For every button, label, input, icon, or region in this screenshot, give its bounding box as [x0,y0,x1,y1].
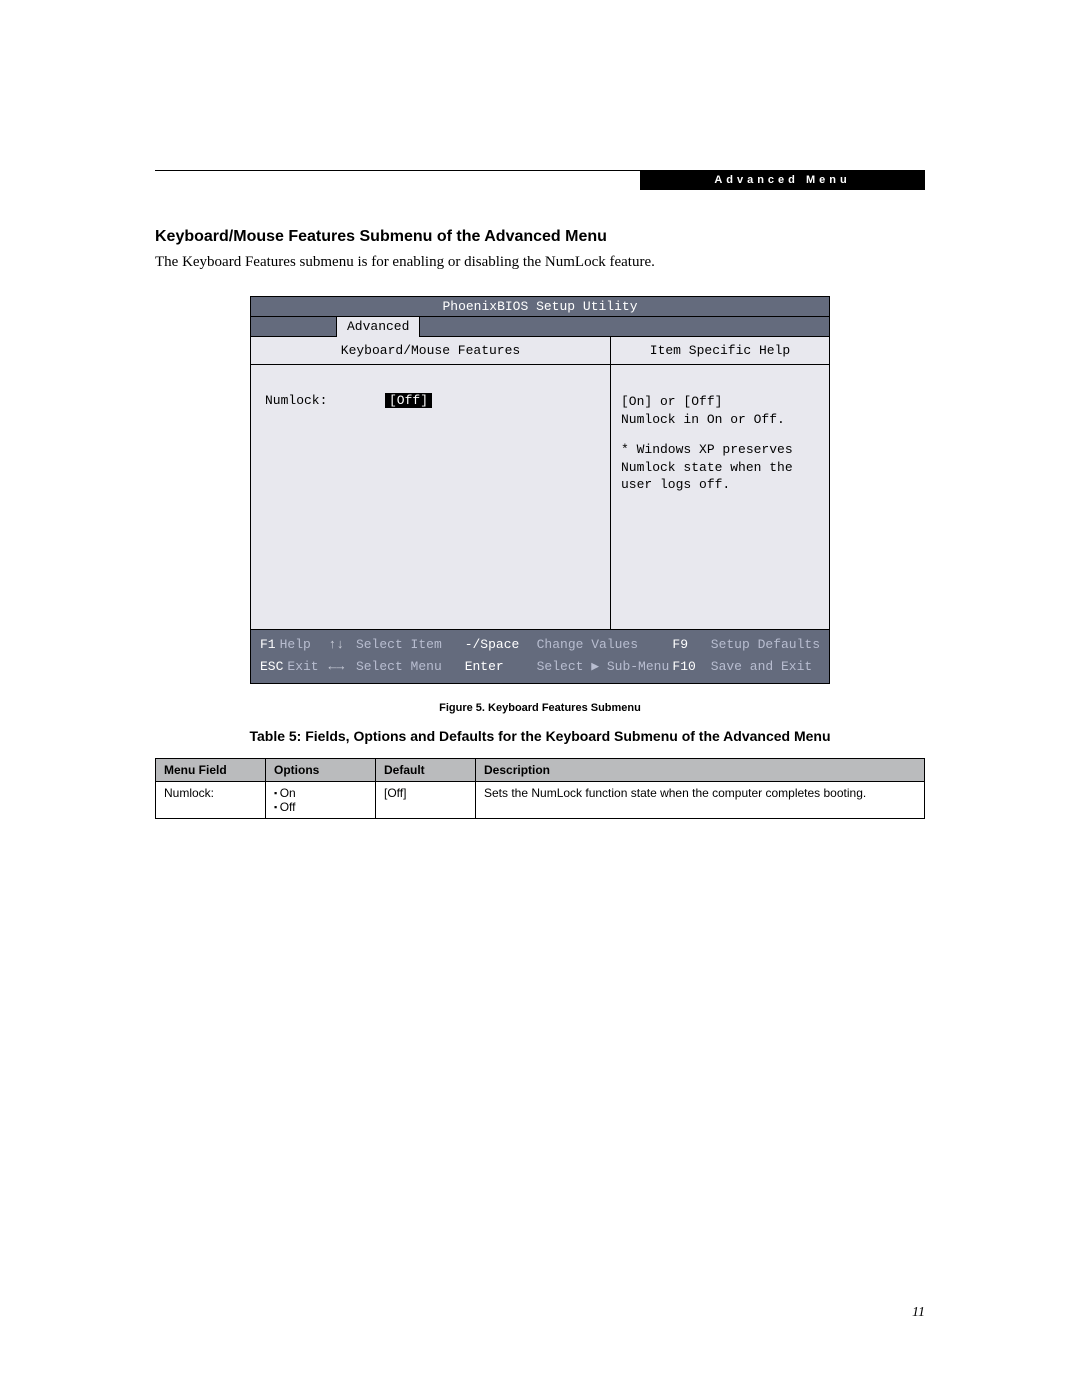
page-number: 11 [912,1305,925,1321]
th-default: Default [376,759,476,782]
bf-cv-key: -/Space [465,637,520,652]
option-item: On [274,786,367,800]
help-line: Numlock state when the [621,459,819,477]
bios-right-heading: Item Specific Help [611,337,829,365]
bf-sm-label: Select Menu [352,659,442,674]
bf-f10-label: Save and Exit [707,659,812,674]
bios-help-text: [On] or [Off] Numlock in On or Off. * Wi… [611,365,829,504]
bf-esc-key: ESC [260,659,283,674]
bios-field-value: [Off] [385,393,432,408]
section-title: Keyboard/Mouse Features Submenu of the A… [155,228,925,246]
bf-esc-label: Exit [283,659,318,674]
bios-field-label: Numlock: [265,393,385,408]
bios-tab-bar: Advanced [251,317,829,337]
th-menu-field: Menu Field [156,759,266,782]
figure-caption: Figure 5. Keyboard Features Submenu [155,702,925,714]
bf-si-arrow: ↑↓ [329,637,345,652]
table-row: Numlock: On Off [Off] Sets the NumLock f… [156,782,925,819]
option-item: Off [274,800,367,814]
th-description: Description [476,759,925,782]
bf-f9-key: F9 [672,637,688,652]
td-options: On Off [266,782,376,819]
bf-cv-label: Change Values [533,637,638,652]
header-menu-label: Advanced Menu [640,170,925,190]
section-intro: The Keyboard Features submenu is for ena… [155,254,925,271]
th-options: Options [266,759,376,782]
bf-f1-label: Help [276,637,311,652]
bios-tab-advanced: Advanced [336,317,420,337]
help-line: [On] or [Off] [621,393,819,411]
bios-footer: F1Help ↑↓ Select Item -/Space Change Val… [251,629,829,683]
bios-left-heading: Keyboard/Mouse Features [251,337,610,365]
bf-en-key: Enter [465,659,504,674]
table-title: Table 5: Fields, Options and Defaults fo… [155,728,925,744]
bf-f9-label: Setup Defaults [707,637,820,652]
bf-f10-key: F10 [672,659,695,674]
bf-si-label: Select Item [352,637,442,652]
td-field: Numlock: [156,782,266,819]
bios-title: PhoenixBIOS Setup Utility [251,297,829,317]
bf-f1-key: F1 [260,637,276,652]
data-table: Menu Field Options Default Description N… [155,758,925,819]
help-line: user logs off. [621,476,819,494]
help-line: * Windows XP preserves [621,441,819,459]
td-default: [Off] [376,782,476,819]
bios-screenshot: PhoenixBIOS Setup Utility Advanced Keybo… [250,296,830,684]
bf-sm-arrow: ←→ [329,659,345,674]
td-description: Sets the NumLock function state when the… [476,782,925,819]
bf-en-label: Select ▶ Sub-Menu [533,659,670,674]
help-line: Numlock in On or Off. [621,411,819,429]
